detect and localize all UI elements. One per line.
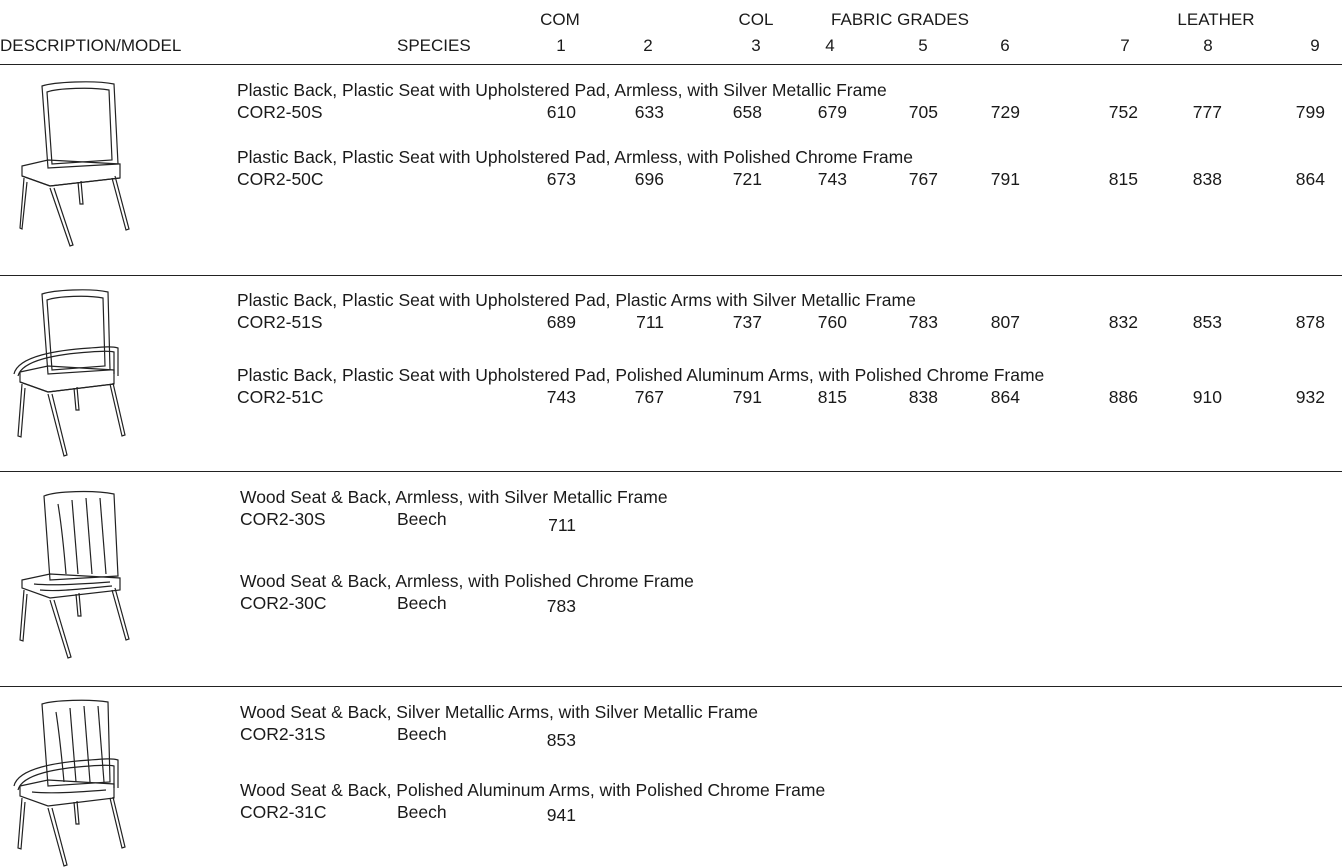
- item-model: COR2-50S: [237, 102, 323, 122]
- price-grade-4: 679: [817, 102, 847, 122]
- price-grade-1: 610: [546, 102, 576, 122]
- price-grade-7: 752: [1108, 102, 1138, 122]
- item-species: Beech: [397, 593, 447, 613]
- price-grade-4: 760: [817, 312, 847, 332]
- header-grade-7: 7: [1120, 36, 1130, 55]
- item-description: Wood Seat & Back, Polished Aluminum Arms…: [240, 780, 826, 800]
- header-grade-4: 4: [825, 36, 835, 55]
- price-grade-5: 783: [908, 312, 938, 332]
- price-grade-4: 815: [817, 387, 847, 407]
- item-model: COR2-30C: [240, 593, 327, 613]
- section-divider: [0, 275, 1342, 276]
- item-description: Plastic Back, Plastic Seat with Upholste…: [237, 147, 913, 167]
- price-grade-3: 791: [732, 387, 762, 407]
- price-grade-1: 673: [546, 169, 576, 189]
- price-grade-1: 743: [546, 387, 576, 407]
- price-grade-9: 932: [1295, 387, 1325, 407]
- price-grade-8: 838: [1192, 169, 1222, 189]
- item-description: Wood Seat & Back, Armless, with Silver M…: [240, 487, 668, 507]
- header-group-com: COM: [540, 10, 580, 29]
- price-grade-9: 799: [1295, 102, 1325, 122]
- price-grade-9: 878: [1295, 312, 1325, 332]
- item-model: COR2-30S: [240, 509, 326, 529]
- armless-wood-chair-illustration: [14, 488, 134, 660]
- header-grade-9: 9: [1310, 36, 1320, 55]
- price-grade-8: 853: [1192, 312, 1222, 332]
- header-group-fabric-grades: FABRIC GRADES: [831, 10, 969, 29]
- item-model: COR2-51S: [237, 312, 323, 332]
- price-grade-8: 910: [1192, 387, 1222, 407]
- item-species: Beech: [397, 509, 447, 529]
- price-grade-6: 729: [990, 102, 1020, 122]
- header-species: SPECIES: [397, 36, 471, 55]
- price-grade-1: 783: [546, 596, 576, 616]
- item-model: COR2-50C: [237, 169, 324, 189]
- item-model: COR2-31C: [240, 802, 327, 822]
- item-description: Plastic Back, Plastic Seat with Upholste…: [237, 290, 916, 310]
- price-grade-6: 791: [990, 169, 1020, 189]
- price-grade-1: 689: [546, 312, 576, 332]
- header-grade-8: 8: [1203, 36, 1213, 55]
- price-grade-2: 711: [636, 312, 664, 332]
- item-description: Wood Seat & Back, Silver Metallic Arms, …: [240, 702, 759, 722]
- price-grade-2: 633: [634, 102, 664, 122]
- header-grade-5: 5: [918, 36, 928, 55]
- header-rule: [0, 64, 1342, 65]
- item-description: Plastic Back, Plastic Seat with Upholste…: [237, 365, 1045, 385]
- header-description-model: DESCRIPTION/MODEL: [0, 36, 182, 55]
- price-grade-7: 832: [1108, 312, 1138, 332]
- price-grade-1: 711: [548, 515, 576, 535]
- header-grade-1: 1: [556, 36, 566, 55]
- price-grade-5: 838: [908, 387, 938, 407]
- header-grade-3: 3: [751, 36, 761, 55]
- price-grade-5: 767: [908, 169, 938, 189]
- item-model: COR2-51C: [237, 387, 324, 407]
- header-grade-2: 2: [643, 36, 653, 55]
- item-description: Plastic Back, Plastic Seat with Upholste…: [237, 80, 887, 100]
- price-grade-1: 941: [546, 805, 576, 825]
- section-divider: [0, 471, 1342, 472]
- price-grade-5: 705: [908, 102, 938, 122]
- item-model: COR2-31S: [240, 724, 326, 744]
- item-species: Beech: [397, 802, 447, 822]
- item-description: Wood Seat & Back, Armless, with Polished…: [240, 571, 694, 591]
- price-grade-7: 886: [1108, 387, 1138, 407]
- price-grade-3: 658: [732, 102, 762, 122]
- header-group-leather: LEATHER: [1177, 10, 1255, 29]
- price-grade-1: 853: [546, 730, 576, 750]
- arm-upholstered-chair-illustration: [8, 286, 128, 458]
- item-species: Beech: [397, 724, 447, 744]
- price-grade-3: 737: [732, 312, 762, 332]
- price-grade-9: 864: [1295, 169, 1325, 189]
- header-grade-6: 6: [1000, 36, 1010, 55]
- price-grade-3: 721: [732, 169, 762, 189]
- armless-upholstered-chair-illustration: [14, 78, 134, 248]
- price-grade-6: 864: [990, 387, 1020, 407]
- price-grade-4: 743: [817, 169, 847, 189]
- header-group-col: COL: [738, 10, 774, 29]
- price-grade-8: 777: [1192, 102, 1222, 122]
- price-grade-2: 767: [634, 387, 664, 407]
- price-grade-6: 807: [990, 312, 1020, 332]
- price-grade-2: 696: [634, 169, 664, 189]
- section-divider: [0, 686, 1342, 687]
- price-grade-7: 815: [1108, 169, 1138, 189]
- arm-wood-chair-illustration: [8, 698, 128, 868]
